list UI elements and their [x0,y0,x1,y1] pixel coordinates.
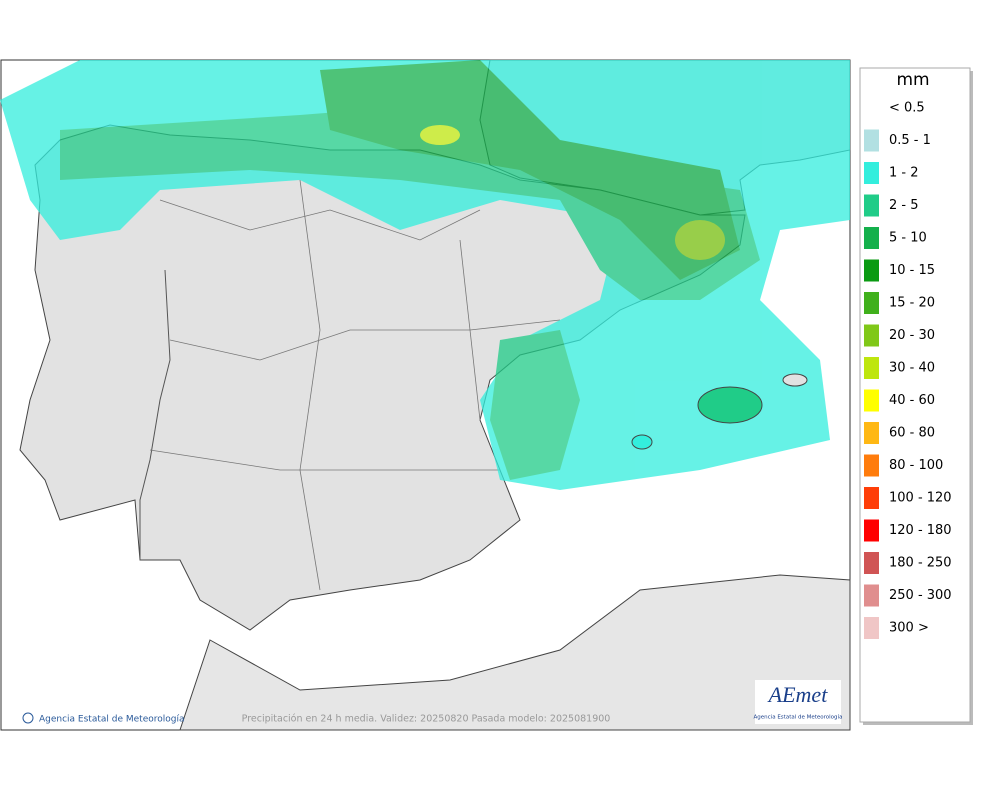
legend-swatch [864,519,879,542]
copyright-icon [22,712,34,724]
legend-label: 1 - 2 [889,166,919,181]
legend-swatch [864,422,879,444]
legend-swatch [864,389,879,412]
legend-label: < 0.5 [889,101,925,116]
legend-swatch [864,259,879,282]
legend-label: 80 - 100 [889,458,943,473]
logo: AEmet [767,682,829,707]
legend-label: 15 - 20 [889,296,935,311]
legend-label: 10 - 15 [889,263,935,278]
caption: Precipitación en 24 h media. Validez: 20… [242,714,611,725]
mallorca [697,386,763,424]
legend-swatch [864,584,879,607]
legend-label: 120 - 180 [889,523,952,538]
legend-swatch [864,357,879,379]
legend-label: 100 - 120 [889,491,952,506]
legend-swatch [864,617,879,639]
menorca [782,373,808,387]
legend-label: 250 - 300 [889,588,952,603]
legend-swatch [864,487,879,509]
legend-swatch [864,129,879,152]
legend-swatch [864,454,879,477]
legend: mm < 0.5 0.5 - 1 1 - 2 2 - 5 5 - 10 10 - 15 15… [859,67,973,725]
legend-label: 30 - 40 [889,361,935,376]
regions [149,179,561,591]
legend-label: 5 - 10 [889,231,927,246]
legend-swatch [864,227,879,249]
legend-title: mm [896,70,929,90]
legend-swatch [864,324,879,347]
legend-swatch [864,194,879,217]
credit: Agencia Estatal de Meteorología [39,715,185,725]
precip-overlay [0,60,850,490]
logo-subtitle: Agencia Estatal de Meteorología [754,714,843,721]
legend-label: 180 - 250 [889,556,952,571]
map: Agencia Estatal de Meteorología Precipit… [0,59,851,731]
legend-label: 60 - 80 [889,426,935,441]
legend-label: 20 - 30 [889,328,935,343]
legend-swatch [864,292,879,314]
legend-label: 40 - 60 [889,393,935,408]
legend-label: 300 > [889,621,929,636]
border-portugal [139,269,171,560]
africa [179,574,851,731]
legend-swatch [864,162,879,184]
legend-label: 2 - 5 [889,198,919,213]
ibiza [631,434,653,450]
logo-box [755,680,841,724]
legend-label: 0.5 - 1 [889,133,931,148]
legend-swatch [864,552,879,574]
